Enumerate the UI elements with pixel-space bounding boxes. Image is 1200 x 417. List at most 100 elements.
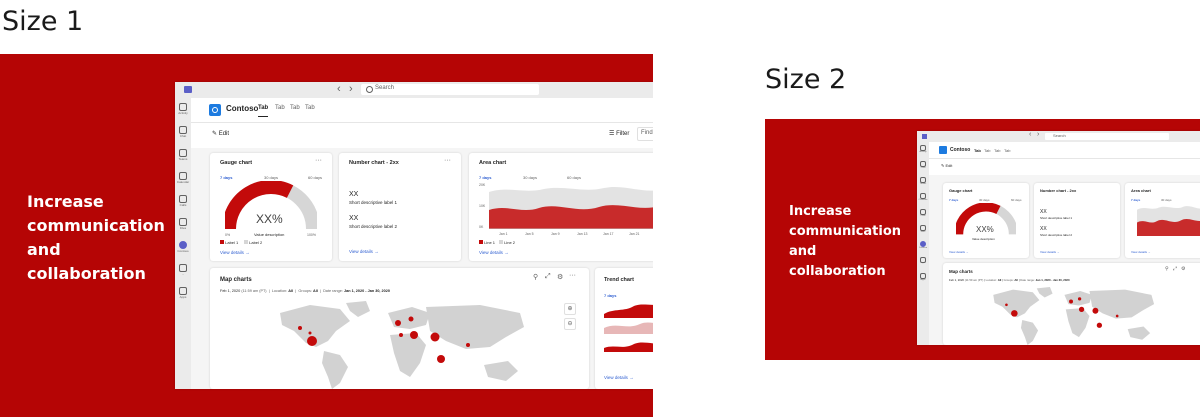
legend-text: Line 2 [504,240,516,245]
range-60d[interactable]: 60 days [308,175,323,180]
map-point [1092,307,1099,314]
continent-australia [484,361,518,381]
banner-line: communication [27,216,165,235]
continent-south-america [1020,319,1039,345]
zoom-in-button[interactable]: ⊕ [564,303,576,315]
search-icon[interactable]: ⚲ [1165,266,1169,272]
forward-button[interactable]: › [1037,131,1040,138]
search-input[interactable]: Search [1045,133,1169,140]
teams-window: ‹ › Search Activity Chat Teams Calendar Call… [917,131,1200,345]
teams-window: ‹ › Search Activity Chat Teams Calendar Call… [175,82,653,389]
number-title: Number chart - 2xx [349,160,399,166]
settings-icon[interactable]: ⚙ [1181,266,1186,272]
tab-4[interactable]: Tab [1004,148,1011,153]
tab-3[interactable]: Tab [290,105,300,111]
continent-greenland [346,301,370,317]
gauge-view-details-link[interactable]: View details → [220,250,250,255]
range-7d[interactable]: 7 days [1131,198,1141,202]
filter-button[interactable]: ☰ Filter [609,130,629,137]
world-map [993,287,1155,345]
rail-item-teams[interactable]: Teams [917,177,929,185]
number-view-details-link[interactable]: View details → [1040,250,1060,254]
area-chart [489,187,653,229]
range-7d[interactable]: 7 days [604,293,617,298]
search-icon[interactable]: ⚲ [533,274,539,281]
more-options-icon[interactable]: ··· [444,157,451,164]
rail-item-calls[interactable]: Calls [917,209,929,217]
legend-swatch-red [479,240,483,244]
trend-view-details-link[interactable]: View details → [604,375,634,380]
location-label: Location: [271,289,288,293]
range-60d[interactable]: 60 days [1011,198,1022,202]
edit-button[interactable]: ✎ Edit [212,130,229,137]
gauge-view-details-link[interactable]: View details → [949,250,969,254]
map-point [1115,314,1119,318]
rail-item-activity[interactable]: Activity [175,103,191,115]
tab-4[interactable]: Tab [305,105,315,111]
range-7d[interactable]: 7 days [949,198,959,202]
x-tick: Jan 13 [577,232,588,236]
rail-item-label: ... [922,263,924,265]
rail-item-label: Contoso [177,249,189,253]
tab-1[interactable]: Tab [974,148,981,153]
rail-item-label: Files [920,231,926,233]
rail-item-teams[interactable]: Teams [175,149,191,161]
rail-item-label: Teams [178,157,188,161]
tab-2[interactable]: Tab [984,148,991,153]
find-input[interactable]: Find [637,127,653,141]
rail-item-calendar[interactable]: Calendar [175,172,191,184]
area-title: Area chart [479,160,507,166]
y-tick: 20K [479,183,486,187]
back-button[interactable]: ‹ [337,83,341,95]
range-30d[interactable]: 30 days [264,175,279,180]
gauge-chart [225,181,317,230]
more-options-icon[interactable]: ··· [315,157,322,164]
rail-item-apps[interactable]: Apps [175,287,191,299]
range-60d[interactable]: 60 days [567,175,582,180]
rail-item-files[interactable]: Files [917,225,929,233]
rail-item-more[interactable]: ... [917,257,929,265]
range-30d[interactable]: 30 days [1161,198,1172,202]
title-bar: ‹ › Search [917,131,1200,142]
edit-button[interactable]: ✎ Edit [941,163,953,168]
size2-label: Size 2 [765,64,847,95]
rail-item-activity[interactable]: Activity [917,145,929,153]
tab-2[interactable]: Tab [275,105,285,111]
rail-item-more[interactable]: ... [175,264,191,276]
number-label-2: Short descriptive label 2 [1040,233,1073,237]
continent-north-america [993,289,1040,318]
search-placeholder: Search [1053,133,1066,138]
search-input[interactable]: Search [361,84,539,95]
zoom-out-button[interactable]: ⊖ [564,318,576,330]
rail-item-chat[interactable]: Chat [175,126,191,138]
rail-item-files[interactable]: Files [175,218,191,230]
rail-item-label: Contoso [918,247,928,249]
tab-1[interactable]: Tab [258,105,269,111]
more-options-icon[interactable]: ··· [569,272,576,279]
number-title: Number chart - 2xx [1040,188,1077,193]
rail-item-calls[interactable]: Calls [175,195,191,207]
tab-3[interactable]: Tab [994,148,1001,153]
rail-item-contoso[interactable]: Contoso [917,241,929,249]
gauge-value-desc: Value description [254,232,285,237]
rail-item-chat[interactable]: Chat [917,161,929,169]
expand-icon[interactable]: ⤢ [545,273,551,280]
range-7d[interactable]: 7 days [479,175,492,180]
back-button[interactable]: ‹ [1029,131,1032,138]
trend-sparkline-2 [604,322,653,334]
settings-icon[interactable]: ⚙ [557,274,564,281]
map-subtitle: Feb 1, 2020 (11:59 am (PT) | Location: A… [220,289,390,293]
range-30d[interactable]: 30 days [979,198,990,202]
area-view-details-link[interactable]: View details → [1131,250,1151,254]
expand-icon[interactable]: ⤢ [1173,266,1178,272]
forward-button[interactable]: › [349,83,353,95]
number-view-details-link[interactable]: View details → [349,249,379,254]
area-view-details-link[interactable]: View details → [479,250,509,255]
range-30d[interactable]: 30 days [523,175,538,180]
rail-item-calendar[interactable]: Calendar [917,193,929,201]
range-7d[interactable]: 7 days [220,175,233,180]
rail-item-apps[interactable]: Apps [917,273,929,281]
map-point [430,332,440,342]
rail-item-contoso[interactable]: Contoso [175,241,191,253]
map-point [410,331,418,339]
